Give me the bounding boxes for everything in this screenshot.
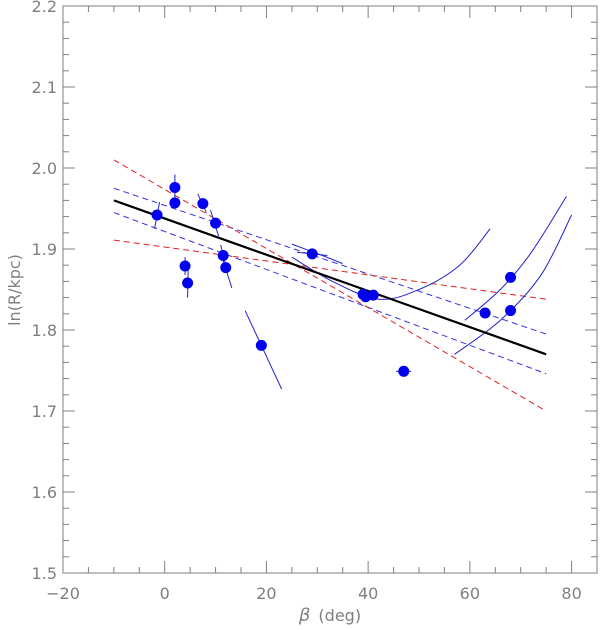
confidence-bands [113, 159, 547, 412]
y-tick-label-2: 1.7 [32, 402, 57, 421]
band-line-1 [113, 212, 547, 375]
data-point-6 [210, 217, 222, 229]
y-tick-label-5: 2.0 [32, 159, 57, 178]
data-point-8 [220, 262, 232, 274]
y-tick-label-1: 1.6 [32, 483, 57, 502]
data-point-15 [479, 307, 491, 319]
data-point-9 [255, 339, 267, 351]
x-tick-label-1: 0 [160, 584, 170, 603]
data-point-14 [398, 365, 410, 377]
error-curve-2 [464, 196, 567, 321]
error-curve-0 [291, 243, 343, 265]
data-point-1 [169, 181, 181, 193]
data-point-13 [367, 289, 379, 301]
data-point-3 [179, 260, 191, 272]
y-tick-label-3: 1.8 [32, 321, 57, 340]
error-curve-1 [291, 228, 491, 300]
band-line-2 [113, 159, 547, 412]
fit-line [113, 199, 547, 356]
data-point-5 [197, 198, 209, 210]
x-axis-unit: (deg) [318, 606, 361, 625]
data-point-10 [306, 248, 318, 260]
data-point-0 [151, 209, 163, 221]
data-point-4 [182, 277, 194, 289]
plot-frame [62, 5, 598, 574]
y-tick-label-7: 2.2 [32, 0, 57, 16]
data-point-7 [217, 249, 229, 261]
y-axis-label: ln(R/kpc) [5, 254, 24, 326]
x-tick-label-5: 80 [561, 584, 581, 603]
y-tick-label-0: 1.5 [32, 564, 57, 583]
error-bars [154, 174, 412, 390]
x-tick-label-3: 40 [358, 584, 378, 603]
error-curve-3 [454, 214, 573, 355]
x-axis-label: β (deg) [298, 605, 361, 626]
x-axis-symbol: β [298, 605, 311, 626]
fit-line-group [113, 199, 547, 356]
band-line-0 [113, 187, 547, 335]
axis-labels: β (deg) ln(R/kpc) [5, 254, 361, 626]
x-tick-label-4: 60 [460, 584, 480, 603]
y-tick-label-6: 2.1 [32, 78, 57, 97]
error-curves [291, 196, 573, 355]
ticks: −20 0 20 40 60 80 1.5 1.6 1.7 1.8 1.9 2.0 2.1 2.2 [32, 0, 598, 603]
x-tick-label-2: 20 [256, 584, 276, 603]
data-point-16 [505, 271, 517, 283]
data-point-17 [505, 305, 517, 317]
y-tick-label-4: 1.9 [32, 240, 57, 259]
data-point-2 [169, 197, 181, 209]
x-tick-label-0: −20 [46, 584, 80, 603]
data-points [151, 181, 517, 377]
plot-border [62, 5, 598, 574]
band-line-3 [113, 239, 547, 300]
